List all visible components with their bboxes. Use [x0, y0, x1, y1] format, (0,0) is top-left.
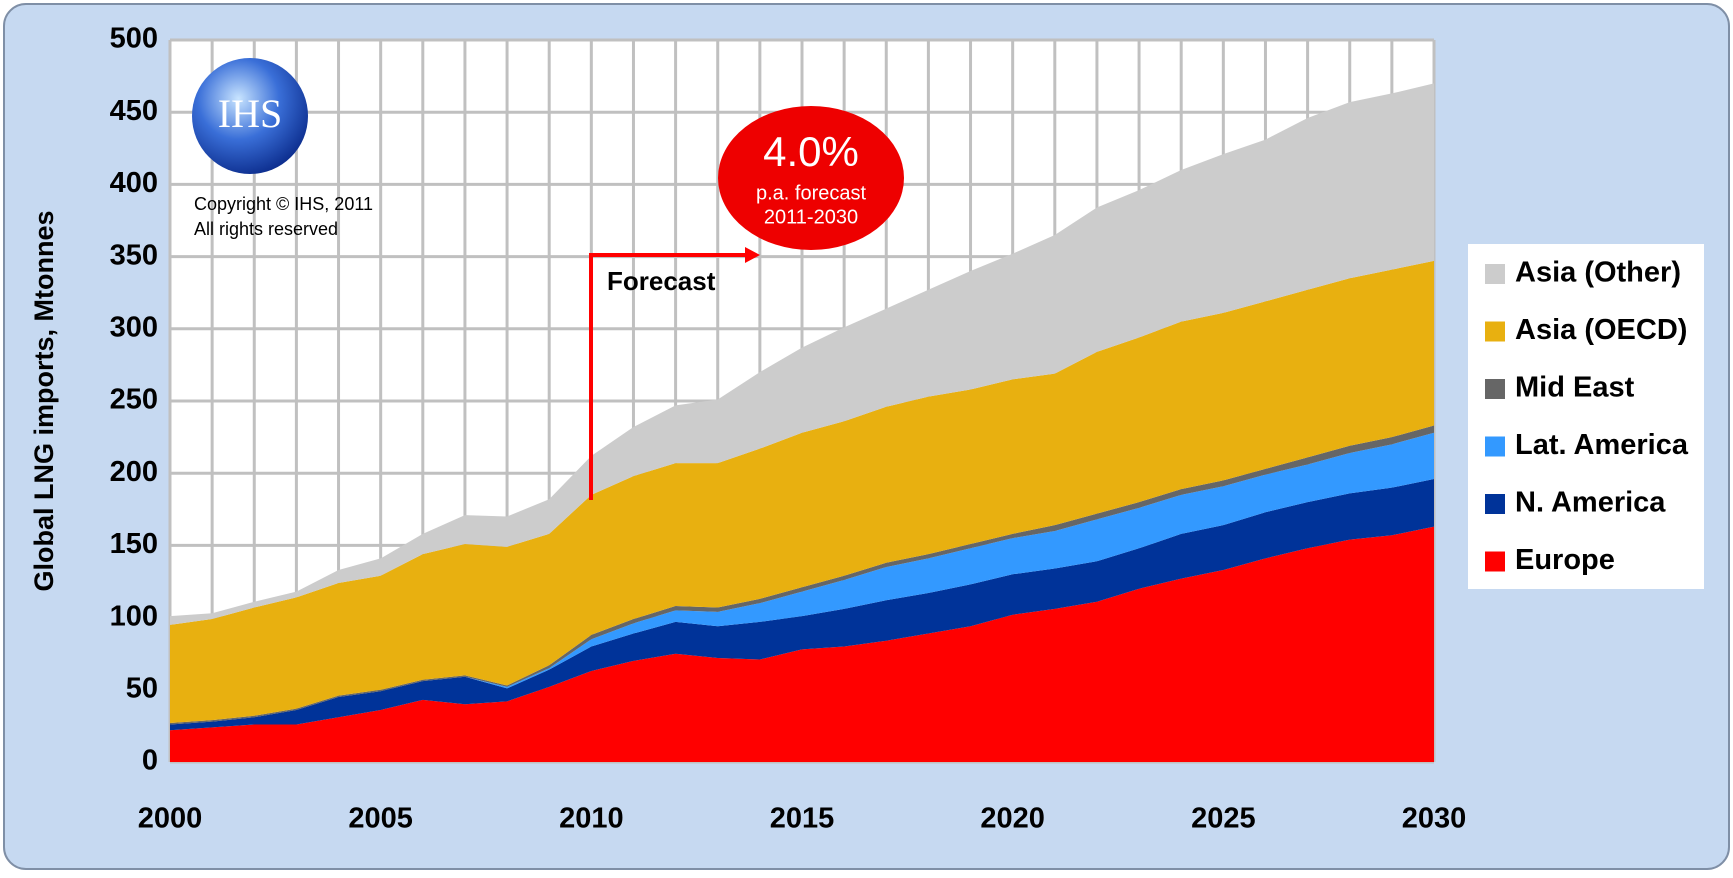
forecast-arrow	[589, 253, 748, 500]
legend-label: Asia (OECD)	[1515, 314, 1687, 346]
logo-text: IHS	[218, 91, 282, 136]
legend-swatch	[1485, 494, 1505, 514]
y-tick-label: 250	[110, 384, 158, 416]
x-tick-label: 2025	[1191, 803, 1256, 835]
legend-label: N. America	[1515, 487, 1666, 519]
y-tick-label: 150	[110, 528, 158, 560]
y-tick-label: 450	[110, 95, 158, 127]
area	[170, 526, 1434, 762]
y-tick-label: 100	[110, 600, 158, 632]
x-tick-label: 2005	[348, 803, 413, 835]
y-tick-label: 300	[110, 311, 158, 343]
x-tick-label: 2015	[770, 803, 835, 835]
arrow-head	[745, 247, 760, 263]
area	[170, 83, 1434, 625]
copyright: Copyright © IHS, 2011	[194, 194, 373, 214]
legend-swatch	[1485, 264, 1505, 284]
y-tick-label: 200	[110, 456, 158, 488]
legend-swatch	[1485, 379, 1505, 399]
y-tick-label: 50	[126, 672, 158, 704]
rate-period: 2011-2030	[764, 206, 858, 228]
legend-label: Mid East	[1515, 372, 1635, 404]
forecast-label: Forecast	[607, 266, 716, 296]
legend-label: Asia (Other)	[1515, 257, 1681, 289]
y-tick-label: 0	[142, 745, 158, 777]
rate: 4.0%	[763, 128, 859, 175]
legend-label: Europe	[1515, 544, 1615, 576]
rate-bubble	[718, 106, 904, 250]
area	[170, 478, 1434, 731]
legend-label: Lat. America	[1515, 429, 1689, 461]
rate-note: p.a. forecast	[756, 182, 867, 204]
rights: All rights reserved	[194, 219, 338, 239]
y-tick-label: 350	[110, 239, 158, 271]
legend-swatch	[1485, 321, 1505, 342]
area	[170, 260, 1434, 724]
legend-swatch	[1485, 436, 1505, 457]
legend-swatch	[1485, 551, 1505, 572]
y-tick-label: 400	[110, 167, 158, 199]
x-tick-label: 2030	[1402, 803, 1467, 835]
logo	[192, 58, 308, 174]
x-tick-label: 2010	[559, 803, 624, 835]
legend	[1468, 244, 1704, 589]
y-axis-label: Global LNG imports, Mtonnes	[29, 210, 59, 591]
x-tick-label: 2000	[138, 803, 203, 835]
y-tick-label: 500	[110, 23, 158, 55]
x-tick-label: 2020	[980, 803, 1045, 835]
